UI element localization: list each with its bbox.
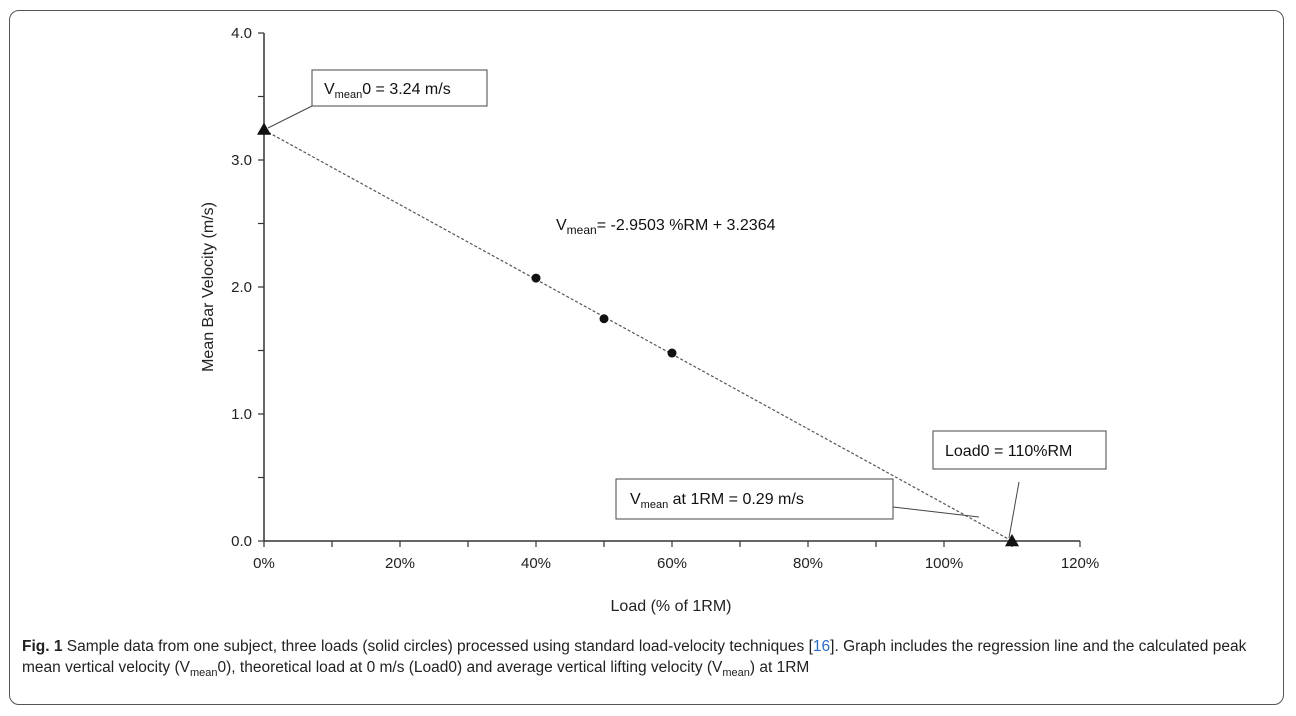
data-point <box>599 314 609 324</box>
data-point <box>531 273 541 283</box>
intercept-marker <box>1005 534 1019 547</box>
y-axis-ticks: 0.0 1.0 2.0 3.0 4.0 <box>231 25 264 550</box>
x-tick-label: 60% <box>657 555 687 572</box>
figure-caption: Fig. 1 Sample data from one subject, thr… <box>22 636 1272 684</box>
vmean0-v: V <box>324 81 335 98</box>
caption-sub-1: mean <box>189 667 218 680</box>
vmean0-text: 0 = 3.24 m/s <box>362 81 451 98</box>
vmean-1rm-v: V <box>630 491 641 508</box>
y-tick-label: 0.0 <box>231 533 252 550</box>
reference-link[interactable]: 16 <box>812 638 831 655</box>
vmean0-sub: mean <box>335 89 363 101</box>
vmean-1rm-sub: mean <box>641 499 669 511</box>
figure-frame <box>9 10 1284 705</box>
vmean0-leader <box>267 105 313 129</box>
data-point <box>667 348 677 358</box>
regression-line <box>263 129 1013 542</box>
vmean-1rm-text: at 1RM = 0.29 m/s <box>668 491 804 508</box>
y-tick-label: 3.0 <box>231 152 252 169</box>
y-tick-label: 2.0 <box>231 279 252 296</box>
vmean-1rm-leader <box>892 506 980 518</box>
caption-sub-2: mean <box>722 667 750 680</box>
equation-sub: mean <box>567 223 597 237</box>
load0-leader <box>1008 481 1020 539</box>
x-axis-label: Load (% of 1RM) <box>611 598 732 615</box>
load-velocity-chart: 0.0 1.0 2.0 3.0 4.0 0% 20% 40% 60% 80% 100% 120% L… <box>200 25 1107 615</box>
y-tick-label: 4.0 <box>231 25 252 42</box>
load0-box <box>932 430 1107 470</box>
y-axis-label: Mean Bar Velocity (m/s) <box>200 202 217 372</box>
caption-text-a: Sample data from one subject, three load… <box>62 638 813 655</box>
vmean0-box <box>311 69 488 107</box>
equation-v: V <box>556 217 567 234</box>
figure-label: Fig. 1 <box>22 638 63 655</box>
x-tick-label: 80% <box>793 555 823 572</box>
vmean0-label: Vmean0 = 3.24 m/s <box>324 81 451 101</box>
x-tick-label: 40% <box>521 555 551 572</box>
caption-text-d: ) at 1RM <box>749 659 810 676</box>
caption-text-b: ]. Graph includes the regression line an… <box>22 638 1247 676</box>
x-tick-label: 100% <box>925 555 963 572</box>
vmean-1rm-label: Vmean at 1RM = 0.29 m/s <box>630 491 804 511</box>
equation-text: = -2.9503 %RM + 3.2364 <box>597 217 776 234</box>
x-tick-label: 120% <box>1061 555 1099 572</box>
intercept-marker <box>257 122 271 135</box>
x-tick-label: 20% <box>385 555 415 572</box>
x-axis-ticks: 0% 20% 40% 60% 80% 100% 120% <box>253 541 1099 572</box>
data-markers <box>257 122 1019 547</box>
regression-equation: Vmean= -2.9503 %RM + 3.2364 <box>556 217 776 237</box>
x-tick-label: 0% <box>253 555 275 572</box>
vmean-1rm-box <box>615 478 894 520</box>
y-tick-label: 1.0 <box>231 406 252 423</box>
load0-label: Load0 = 110%RM <box>945 443 1072 460</box>
caption-text-c: 0), theoretical load at 0 m/s (Load0) an… <box>217 659 723 676</box>
